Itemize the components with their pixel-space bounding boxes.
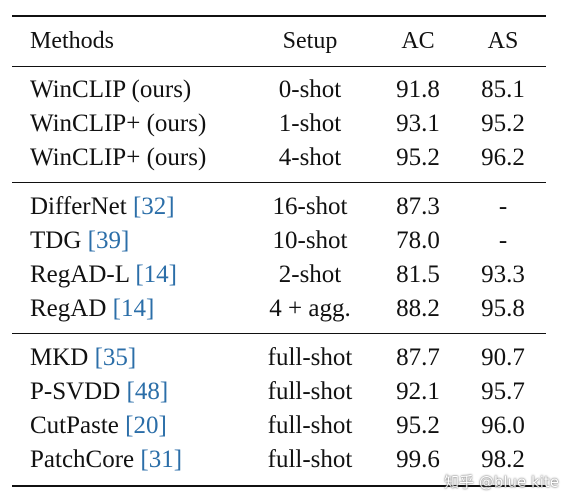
method-cell: TDG [39] xyxy=(30,224,129,258)
ac-cell: 88.2 xyxy=(396,295,440,322)
ac-cell: 93.1 xyxy=(396,110,440,137)
ac-cell: 99.6 xyxy=(396,446,440,473)
setup-cell: full-shot xyxy=(267,446,353,473)
method-cell: RegAD-L [14] xyxy=(30,258,177,292)
table-row: MKD [35] full-shot 87.7 90.7 xyxy=(12,341,546,375)
table-row: PatchCore [31] full-shot 99.6 98.2 xyxy=(12,443,546,477)
ac-cell: 78.0 xyxy=(396,227,440,254)
table-row: CutPaste [20] full-shot 95.2 96.0 xyxy=(12,409,546,443)
setup-cell: 0-shot xyxy=(278,76,342,103)
citation-link[interactable]: [35] xyxy=(94,344,137,371)
table-row: RegAD-L [14] 2-shot 81.5 93.3 xyxy=(12,258,546,292)
setup-cell: full-shot xyxy=(267,378,353,405)
table-row: DifferNet [32] 16-shot 87.3 - xyxy=(12,190,546,224)
watermark: 知乎 @blue kite xyxy=(444,473,559,491)
method-cell: WinCLIP (ours) xyxy=(30,73,191,107)
citation-link[interactable]: [31] xyxy=(140,446,183,473)
table-row: WinCLIP (ours) 0-shot 91.8 85.1 xyxy=(12,73,546,107)
method-cell: WinCLIP+ (ours) xyxy=(30,141,206,175)
ac-cell: 95.2 xyxy=(396,144,440,171)
citation-link[interactable]: [14] xyxy=(112,295,155,322)
setup-cell: 1-shot xyxy=(278,110,342,137)
method-name: WinCLIP (ours) xyxy=(30,76,192,103)
method-name: P-SVDD xyxy=(30,378,121,405)
header-methods: Methods xyxy=(30,28,114,54)
table-header-row: Methods Setup AC AS xyxy=(12,24,546,58)
setup-cell: 4 + agg. xyxy=(269,295,351,322)
method-name: WinCLIP+ (ours) xyxy=(30,144,207,171)
bottom-rule xyxy=(12,485,546,487)
as-cell: 95.8 xyxy=(481,295,525,322)
header-ac: AC xyxy=(401,28,435,54)
method-cell: MKD [35] xyxy=(30,341,136,375)
ac-cell: 95.2 xyxy=(396,412,440,439)
citation-link[interactable]: [32] xyxy=(132,193,175,220)
citation-link[interactable]: [14] xyxy=(135,261,177,288)
group-rule-2 xyxy=(12,333,546,334)
method-name: MKD xyxy=(30,344,89,371)
citation-link[interactable]: [39] xyxy=(87,227,130,254)
setup-cell: 10-shot xyxy=(272,227,348,254)
as-cell: 98.2 xyxy=(481,446,525,473)
table-row: WinCLIP+ (ours) 1-shot 93.1 95.2 xyxy=(12,107,546,141)
as-cell: 96.0 xyxy=(481,412,525,439)
as-cell: 85.1 xyxy=(481,76,525,103)
method-cell: RegAD [14] xyxy=(30,292,154,326)
method-name: WinCLIP+ (ours) xyxy=(30,110,207,137)
setup-cell: 4-shot xyxy=(278,144,342,171)
setup-cell: 2-shot xyxy=(278,261,342,288)
header-as: AS xyxy=(487,28,519,54)
as-cell: 96.2 xyxy=(481,144,525,171)
table-row: RegAD [14] 4 + agg. 88.2 95.8 xyxy=(12,292,546,326)
as-cell: - xyxy=(498,227,508,254)
ac-cell: 87.3 xyxy=(396,193,440,220)
as-cell: 95.7 xyxy=(481,378,525,405)
as-cell: - xyxy=(498,193,508,220)
table-row: TDG [39] 10-shot 78.0 - xyxy=(12,224,546,258)
top-rule xyxy=(12,15,546,17)
table-row: WinCLIP+ (ours) 4-shot 95.2 96.2 xyxy=(12,141,546,175)
method-cell: P-SVDD [48] xyxy=(30,375,168,409)
header-rule xyxy=(12,66,546,67)
method-cell: CutPaste [20] xyxy=(30,409,167,443)
setup-cell: full-shot xyxy=(267,344,353,371)
as-cell: 90.7 xyxy=(481,344,525,371)
method-name: RegAD xyxy=(30,295,107,322)
method-name: DifferNet xyxy=(30,193,127,220)
method-name: TDG xyxy=(30,227,82,254)
setup-cell: 16-shot xyxy=(272,193,348,220)
method-cell: PatchCore [31] xyxy=(30,443,182,477)
method-name: RegAD-L xyxy=(30,261,130,288)
header-setup: Setup xyxy=(282,28,338,54)
setup-cell: full-shot xyxy=(267,412,353,439)
table-row: P-SVDD [48] full-shot 92.1 95.7 xyxy=(12,375,546,409)
method-cell: WinCLIP+ (ours) xyxy=(30,107,206,141)
ac-cell: 81.5 xyxy=(396,261,440,288)
ac-cell: 92.1 xyxy=(396,378,440,405)
citation-link[interactable]: [20] xyxy=(125,412,167,439)
method-cell: DifferNet [32] xyxy=(30,190,175,224)
as-cell: 95.2 xyxy=(481,110,525,137)
method-name: CutPaste xyxy=(30,412,119,439)
method-name: PatchCore xyxy=(30,446,135,473)
ac-cell: 91.8 xyxy=(396,76,440,103)
group-rule-1 xyxy=(12,182,546,183)
as-cell: 93.3 xyxy=(481,261,525,288)
ac-cell: 87.7 xyxy=(396,344,440,371)
citation-link[interactable]: [48] xyxy=(126,378,169,405)
